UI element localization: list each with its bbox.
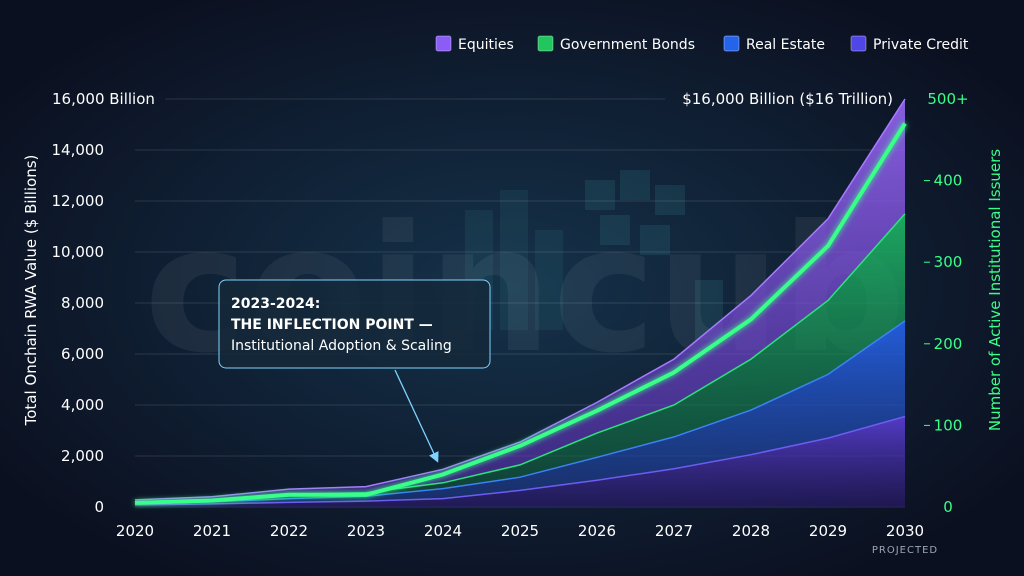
- legend-label-private-credit: Private Credit: [873, 37, 969, 53]
- x-axis-ticks: 2020 2021 2022 2023 2024 2025 2026 2027 2028 2029…: [116, 522, 924, 540]
- y-axis-title-left: Total Onchain RWA Value ($ Billions): [22, 155, 40, 427]
- area-edge-private-credit: [134, 415, 906, 506]
- top-label-right: $16,000 Billion ($16 Trillion): [682, 90, 893, 108]
- top-label-left: 16,000 Billion: [52, 90, 155, 108]
- legend-swatch-government-bonds: [537, 35, 554, 52]
- area-edge-real-estate: [134, 320, 906, 504]
- y-tick-label: 12,000: [52, 192, 105, 210]
- annotation-line-3: Institutional Adoption & Scaling: [231, 338, 452, 354]
- legend-label-real-estate: Real Estate: [746, 37, 825, 53]
- y-tick-label: 6,000: [61, 345, 104, 363]
- legend-swatch-equities: [435, 35, 452, 52]
- y-tick-label: 2,000: [61, 447, 104, 465]
- x-tick-label: 2026: [578, 522, 616, 540]
- issuers-line-group: [134, 122, 907, 505]
- issuers-line: [134, 122, 907, 505]
- right-tick-label: 100: [934, 416, 963, 434]
- right-axis-ticks: 0 100 200 300 400 500+: [924, 90, 969, 516]
- y-tick-label: 8,000: [61, 294, 104, 312]
- y-tick-label: 4,000: [61, 396, 104, 414]
- x-tick-label: 2020: [116, 522, 154, 540]
- projected-label: PROJECTED: [872, 545, 938, 556]
- annotation-box: [218, 279, 491, 369]
- annotation-line-2: THE INFLECTION POINT —: [231, 317, 433, 333]
- right-tick-label: 0: [943, 498, 953, 516]
- x-tick-label: 2030: [886, 522, 924, 540]
- annotation-line-1: 2023-2024:: [231, 296, 320, 312]
- legend: Equities Government Bonds Real Estate Priva…: [435, 35, 969, 53]
- right-tick-label: 500+: [927, 90, 968, 108]
- x-tick-label: 2021: [193, 522, 231, 540]
- y-tick-label: 10,000: [52, 243, 105, 261]
- y-tick-label: 0: [94, 498, 104, 516]
- area-edge-equities: [134, 98, 906, 501]
- legend-swatch-real-estate: [723, 35, 740, 52]
- x-tick-label: 2023: [347, 522, 385, 540]
- x-tick-label: 2024: [424, 522, 462, 540]
- x-tick-label: 2025: [501, 522, 539, 540]
- annotation-arrow: [394, 369, 439, 463]
- left-axis-ticks: 0 2,000 4,000 6,000 8,000 10,000 12,000 14,000: [52, 141, 105, 516]
- area-private-credit: [135, 416, 905, 507]
- right-tick-label: 300: [934, 253, 963, 271]
- legend-swatch-private-credit: [850, 35, 867, 52]
- annotation-callout: 2023-2024: THE INFLECTION POINT — Instit…: [218, 279, 491, 463]
- legend-label-equities: Equities: [458, 37, 514, 53]
- stacked-areas: [134, 98, 906, 507]
- y-axis-title-right: Number of Active Institutional Issuers: [986, 149, 1004, 431]
- x-tick-label: 2029: [809, 522, 847, 540]
- x-tick-label: 2022: [270, 522, 308, 540]
- x-tick-label: 2028: [732, 522, 770, 540]
- y-tick-label: 14,000: [52, 141, 105, 159]
- right-tick-label: 400: [934, 172, 963, 190]
- area-real-estate: [135, 320, 905, 505]
- area-equities: [135, 99, 905, 502]
- x-tick-label: 2027: [655, 522, 693, 540]
- legend-label-government-bonds: Government Bonds: [560, 37, 695, 53]
- right-tick-label: 200: [934, 335, 963, 353]
